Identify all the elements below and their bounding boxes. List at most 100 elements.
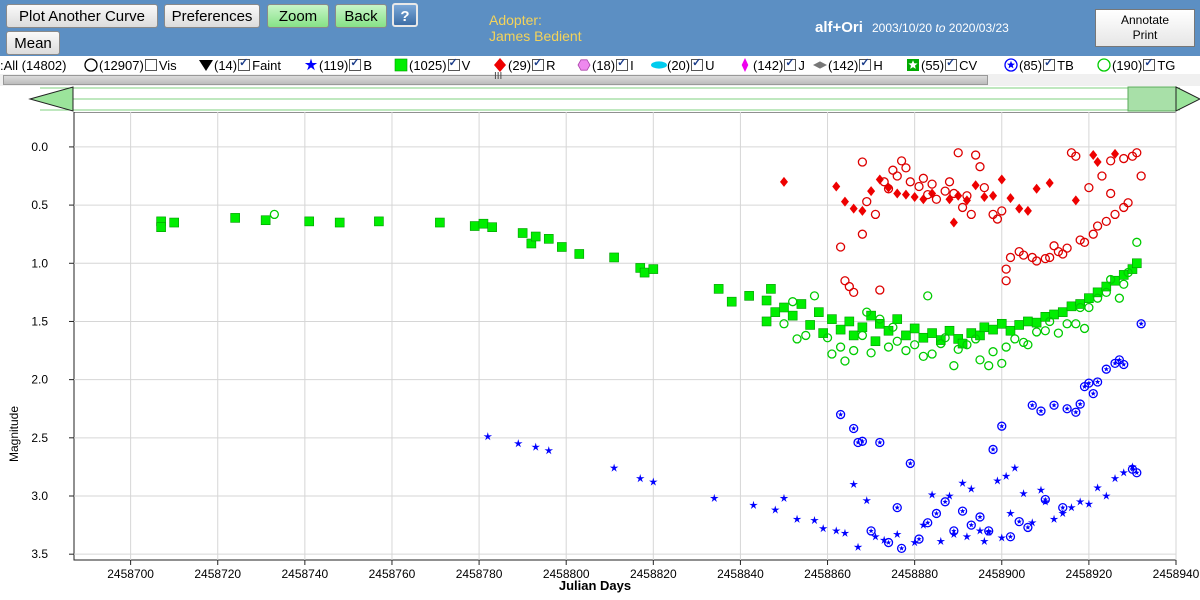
- zoom-range-slider[interactable]: [0, 86, 1200, 112]
- point-tb: [835, 409, 846, 420]
- help-button[interactable]: ?: [392, 3, 418, 27]
- point-b: [810, 515, 819, 525]
- legend-item-v[interactable]: (1025) V: [393, 56, 470, 73]
- point-tg: [975, 355, 985, 365]
- point-v: [927, 328, 937, 338]
- legend-count: (85): [1019, 57, 1043, 73]
- legend-checkbox-tb[interactable]: [1043, 56, 1056, 71]
- point-r: [1111, 148, 1120, 159]
- y-tick-label: 3.5: [31, 547, 48, 561]
- legend-item-r[interactable]: (29) R: [492, 56, 556, 73]
- point-b: [1119, 468, 1129, 477]
- point-vis: [879, 177, 889, 187]
- point-tg: [984, 361, 994, 371]
- legend-checkbox-u[interactable]: [691, 56, 704, 71]
- point-tg: [1010, 334, 1020, 344]
- zoom-button[interactable]: Zoom: [267, 4, 329, 28]
- x-tick-label: 2458880: [891, 567, 938, 581]
- point-tb: [997, 421, 1007, 431]
- legend-checkbox-cv[interactable]: [945, 56, 958, 71]
- legend-checkbox-v[interactable]: [447, 56, 460, 71]
- point-v: [609, 252, 619, 263]
- y-tick-label: 0.5: [31, 198, 48, 212]
- point-b: [770, 505, 780, 514]
- legend-item-i[interactable]: (18) I: [576, 56, 634, 73]
- point-v: [713, 284, 724, 294]
- legend-label: B: [363, 57, 373, 73]
- scrollbar-thumb[interactable]: III: [3, 71, 988, 85]
- legend-checkbox-tg[interactable]: [1143, 56, 1156, 71]
- point-tg: [1040, 326, 1050, 336]
- point-v: [770, 307, 781, 317]
- point-vis: [1079, 237, 1090, 247]
- legend-checkbox-i[interactable]: [616, 56, 629, 71]
- point-tg: [1132, 237, 1142, 247]
- point-r: [1015, 203, 1024, 214]
- x-tick-label: 2458760: [369, 567, 416, 581]
- point-tg: [892, 336, 902, 346]
- horizontal-scrollbar[interactable]: III: [0, 71, 1200, 86]
- point-tg: [997, 358, 1007, 368]
- annotate-print-button[interactable]: Annotate Print: [1095, 9, 1195, 47]
- x-tick-label: 2458700: [107, 567, 154, 581]
- print-label: Print: [1132, 28, 1158, 42]
- series-r: [779, 148, 1120, 228]
- point-b: [919, 520, 928, 529]
- point-vis: [875, 285, 885, 295]
- point-v: [744, 291, 754, 301]
- legend-all[interactable]: :All (14802): [0, 57, 66, 73]
- point-vis: [844, 281, 854, 292]
- point-vis: [1110, 209, 1120, 220]
- legend-item-tg[interactable]: (190) TG: [1096, 56, 1175, 73]
- point-tg: [779, 319, 789, 329]
- legend-item-vis[interactable]: (12907) Vis: [83, 57, 177, 73]
- point-tb: [949, 526, 959, 536]
- legend-item-u[interactable]: (20) U: [651, 56, 715, 73]
- zoom-left-arrow-icon[interactable]: [28, 86, 74, 112]
- point-b: [710, 493, 719, 502]
- point-tg: [801, 330, 811, 341]
- point-tg: [910, 340, 920, 350]
- preferences-button[interactable]: Preferences: [164, 4, 260, 28]
- legend-checkbox-j[interactable]: [784, 56, 797, 71]
- legend-checkbox-r[interactable]: [532, 56, 545, 71]
- legend-item-j[interactable]: (142) J: [737, 56, 805, 73]
- point-b: [1001, 471, 1011, 480]
- legend-item-tb[interactable]: (85) TB: [1003, 56, 1074, 73]
- point-r: [1023, 205, 1032, 216]
- legend-item-faint[interactable]: (14) Faint: [198, 56, 281, 73]
- x-tick-label: 2458800: [543, 567, 590, 581]
- zoom-right-arrow-icon[interactable]: [1175, 86, 1200, 112]
- point-v: [1066, 301, 1077, 312]
- legend-open-circle-icon: [84, 58, 98, 72]
- point-r: [1089, 150, 1098, 161]
- point-b: [993, 476, 1002, 485]
- point-r: [910, 191, 919, 202]
- point-v: [557, 242, 567, 252]
- x-tick-label: 2458840: [717, 567, 764, 581]
- point-v: [814, 307, 824, 317]
- legend-checkbox-h[interactable]: [859, 56, 872, 71]
- legend-item-b[interactable]: (119) B: [303, 56, 373, 73]
- zoom-window-handle[interactable]: [1127, 86, 1177, 112]
- adopter-name: James Bedient: [489, 28, 582, 44]
- point-tb: [1088, 388, 1098, 399]
- legend-checkbox-faint[interactable]: [238, 56, 251, 71]
- legend-checkbox-vis[interactable]: [144, 59, 157, 71]
- plot-another-curve-button[interactable]: Plot Another Curve: [6, 4, 158, 28]
- point-r: [867, 186, 876, 197]
- series-tb: [835, 319, 1146, 554]
- point-tb: [1027, 400, 1037, 410]
- point-v: [1023, 316, 1033, 327]
- legend-checkbox-b[interactable]: [349, 56, 362, 71]
- back-button[interactable]: Back: [335, 4, 387, 28]
- legend-item-cv[interactable]: (55) CV: [905, 56, 977, 73]
- point-v: [156, 222, 166, 232]
- point-r: [840, 196, 849, 207]
- point-b: [967, 484, 976, 493]
- point-tg: [970, 334, 981, 344]
- mean-button[interactable]: Mean: [6, 31, 60, 55]
- point-tg: [1079, 323, 1090, 334]
- legend-count: (55): [921, 57, 945, 73]
- legend-item-h[interactable]: (142) H: [812, 56, 883, 73]
